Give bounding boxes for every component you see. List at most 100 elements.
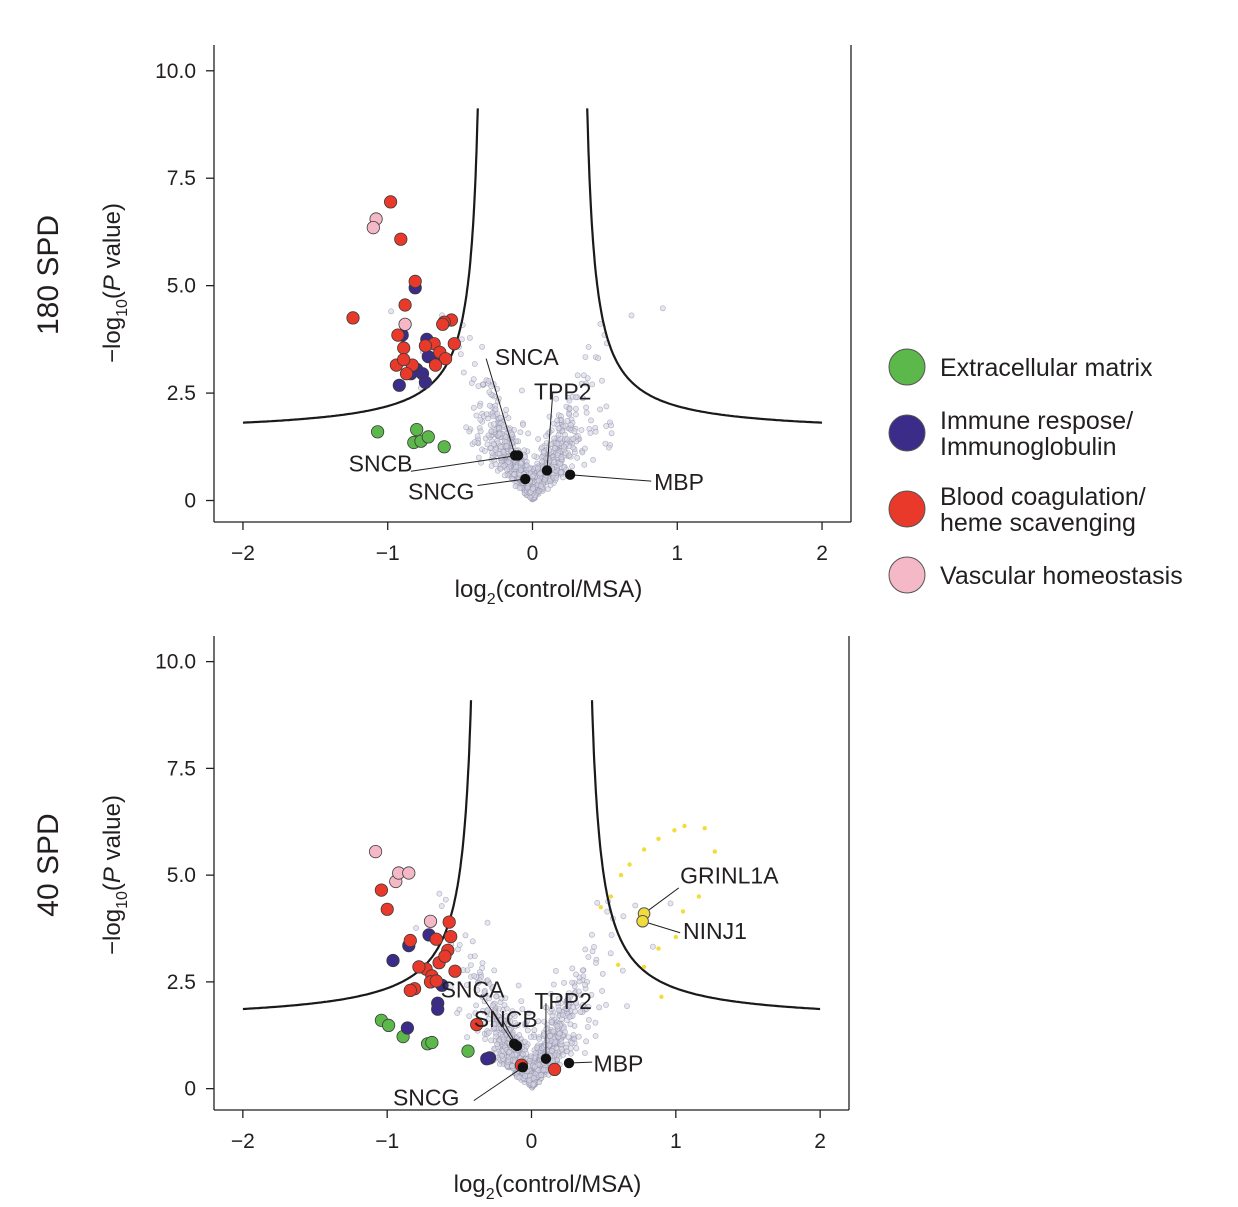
protein-point bbox=[491, 1021, 498, 1028]
protein-point bbox=[436, 890, 443, 897]
protein-point bbox=[506, 1049, 512, 1056]
upregulated-small-point bbox=[682, 823, 687, 829]
protein-point bbox=[549, 1012, 556, 1019]
protein-point bbox=[503, 406, 509, 413]
protein-point bbox=[535, 436, 541, 442]
upregulated-small-point bbox=[656, 946, 661, 951]
protein-point bbox=[517, 466, 524, 473]
labeled-point bbox=[520, 473, 531, 485]
protein-point bbox=[589, 931, 595, 938]
labeled-point bbox=[512, 450, 524, 461]
protein-point bbox=[493, 993, 500, 1000]
category-point bbox=[444, 929, 458, 944]
category-point bbox=[403, 983, 417, 998]
protein-point bbox=[517, 429, 524, 436]
protein-point bbox=[566, 1014, 573, 1021]
protein-point bbox=[551, 445, 558, 452]
protein-point bbox=[527, 1053, 534, 1060]
protein-point bbox=[413, 925, 419, 931]
category-point bbox=[368, 844, 383, 859]
protein-point bbox=[484, 919, 491, 926]
protein-point bbox=[554, 1023, 561, 1030]
protein-point bbox=[599, 970, 606, 977]
protein-point bbox=[522, 453, 529, 460]
protein-point bbox=[592, 1033, 599, 1039]
immune-legend-label-line2: Immunoglobulin bbox=[940, 433, 1117, 461]
vascular-legend-swatch bbox=[888, 556, 926, 594]
protein-point bbox=[466, 334, 473, 341]
gene-label: GRINL1A bbox=[680, 863, 779, 889]
protein-point bbox=[599, 988, 605, 994]
protein-point bbox=[597, 406, 603, 413]
protein-point bbox=[540, 449, 547, 456]
protein-point bbox=[463, 424, 470, 431]
protein-point bbox=[501, 472, 508, 479]
protein-point bbox=[557, 461, 563, 467]
category-point bbox=[399, 367, 414, 381]
category-point bbox=[391, 328, 405, 342]
protein-point bbox=[537, 470, 543, 477]
gene-label: TPP2 bbox=[534, 988, 592, 1014]
y-tick-label: 10.0 bbox=[155, 60, 196, 83]
category-point bbox=[386, 953, 400, 968]
protein-point bbox=[479, 960, 486, 966]
category-point bbox=[470, 1017, 484, 1032]
protein-point bbox=[572, 411, 579, 418]
protein-point bbox=[547, 478, 553, 484]
protein-point bbox=[486, 402, 493, 409]
category-point bbox=[370, 425, 385, 439]
protein-point bbox=[565, 1034, 572, 1041]
protein-point bbox=[522, 1072, 528, 1079]
protein-point bbox=[525, 430, 531, 437]
protein-point bbox=[603, 1002, 609, 1008]
protein-point bbox=[539, 458, 545, 465]
x-tick-label: 0 bbox=[526, 1130, 538, 1153]
protein-point bbox=[548, 1006, 555, 1012]
category-point bbox=[438, 352, 453, 366]
protein-point bbox=[588, 992, 595, 998]
immune-legend-label-line1: Immune respose/ bbox=[940, 407, 1133, 435]
protein-point bbox=[535, 477, 542, 484]
protein-point bbox=[526, 1010, 532, 1016]
protein-point bbox=[628, 312, 635, 319]
protein-point bbox=[471, 973, 478, 979]
protein-point bbox=[484, 977, 491, 984]
protein-point bbox=[486, 995, 493, 1002]
protein-point bbox=[474, 433, 481, 440]
protein-point bbox=[608, 422, 614, 429]
protein-point bbox=[558, 1038, 565, 1045]
protein-point bbox=[588, 417, 594, 424]
label-leader-line bbox=[473, 1066, 524, 1102]
protein-point bbox=[488, 1037, 494, 1044]
protein-point bbox=[582, 445, 588, 452]
y-tick-label: 0 bbox=[184, 490, 196, 513]
protein-point bbox=[580, 1002, 586, 1008]
category-point bbox=[425, 1035, 439, 1050]
gene-label: SNCA bbox=[441, 976, 506, 1002]
protein-point bbox=[520, 421, 526, 428]
protein-point bbox=[470, 404, 477, 411]
y-axis-title: −log10(P value) bbox=[99, 203, 131, 363]
volcano-plot-180-spd: −2 −1 0 1 2 0 2.5 5.0 7.5 10.0 log2(control/MSA) −l… bbox=[32, 45, 852, 608]
protein-point bbox=[520, 1051, 526, 1058]
protein-point bbox=[570, 1004, 576, 1010]
upregulated-small-point bbox=[618, 872, 624, 878]
category-point bbox=[418, 339, 432, 353]
protein-point bbox=[535, 1067, 542, 1074]
protein-point bbox=[592, 428, 599, 435]
protein-point bbox=[585, 1004, 592, 1010]
protein-point bbox=[502, 434, 509, 440]
protein-point bbox=[492, 461, 499, 468]
protein-point bbox=[573, 1000, 580, 1006]
protein-point bbox=[456, 942, 463, 948]
protein-point bbox=[624, 1003, 630, 1009]
protein-point bbox=[511, 471, 518, 478]
protein-point bbox=[516, 1032, 523, 1038]
category-point bbox=[408, 274, 422, 288]
category-point bbox=[442, 915, 456, 929]
protein-point bbox=[604, 908, 611, 915]
protein-point bbox=[496, 425, 503, 432]
protein-point bbox=[477, 428, 484, 435]
protein-point bbox=[530, 485, 536, 492]
category-point bbox=[423, 914, 438, 928]
